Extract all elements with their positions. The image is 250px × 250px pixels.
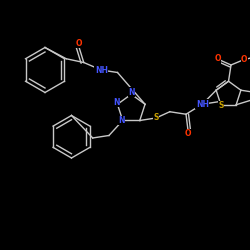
Text: N: N bbox=[128, 88, 134, 97]
Text: NH: NH bbox=[196, 100, 209, 109]
Text: O: O bbox=[185, 129, 191, 138]
Text: N: N bbox=[113, 98, 119, 107]
Text: NH: NH bbox=[95, 66, 108, 74]
Text: S: S bbox=[218, 102, 224, 110]
Text: N: N bbox=[118, 116, 125, 125]
Text: S: S bbox=[153, 114, 159, 122]
Text: O: O bbox=[76, 39, 82, 48]
Text: O: O bbox=[241, 56, 248, 64]
Text: O: O bbox=[214, 54, 221, 63]
